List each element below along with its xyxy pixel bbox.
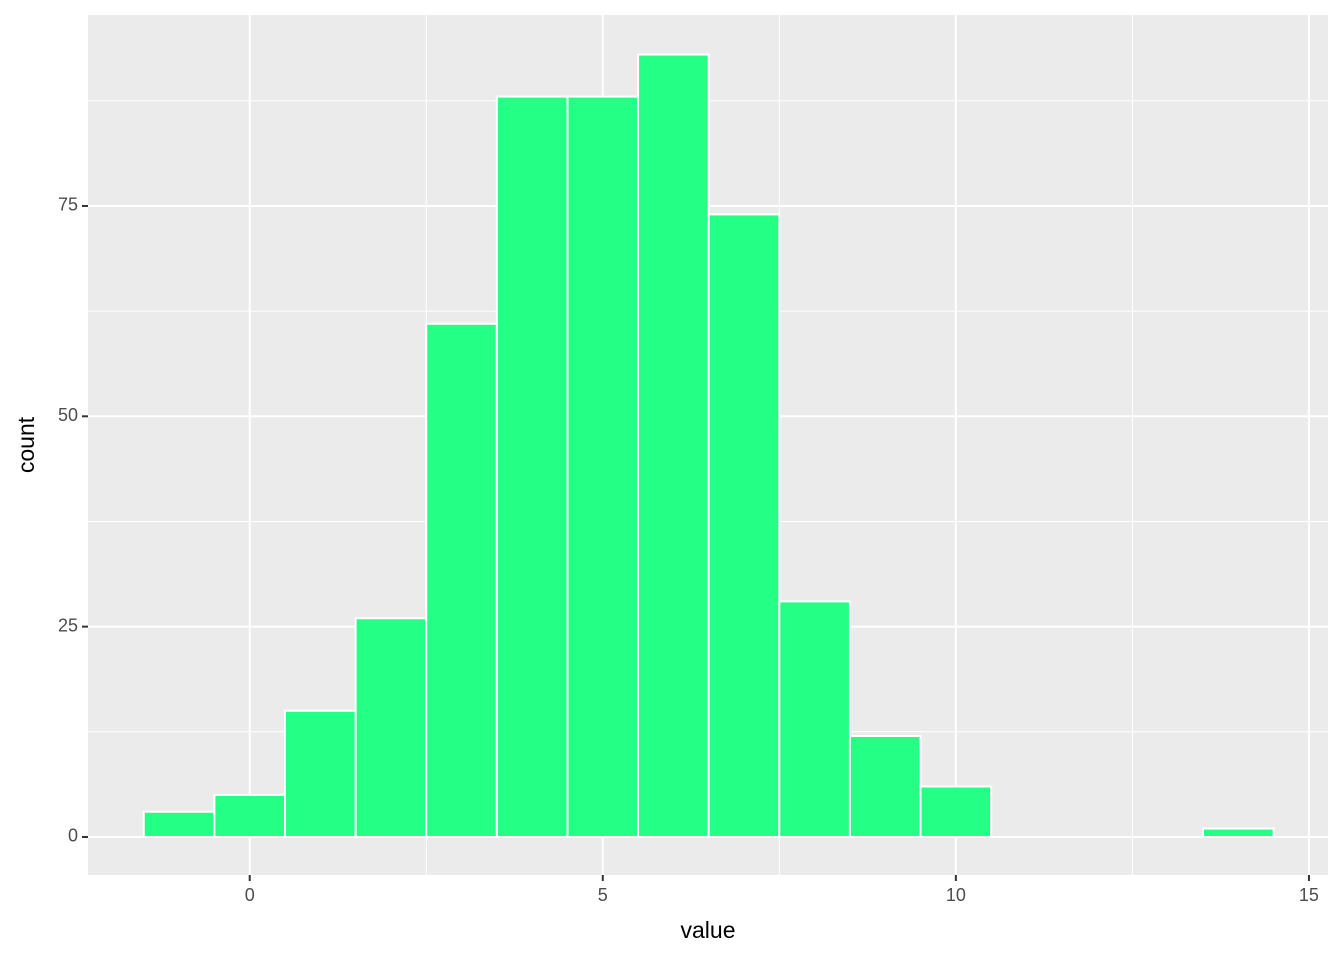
bar xyxy=(566,95,640,838)
y-tick-label: 25 xyxy=(58,615,78,635)
bar xyxy=(707,213,781,838)
x-axis-title: value xyxy=(681,917,736,943)
bar xyxy=(1202,827,1275,838)
bar xyxy=(284,709,357,838)
bar xyxy=(354,617,428,838)
bar xyxy=(919,785,993,838)
bar xyxy=(778,600,851,838)
y-axis-title: count xyxy=(13,416,39,473)
bar xyxy=(495,95,569,838)
bar xyxy=(142,810,216,838)
x-tick-label: 0 xyxy=(245,885,255,905)
y-tick-label: 0 xyxy=(68,826,78,846)
x-tick-label: 15 xyxy=(1299,885,1319,905)
x-tick-label: 10 xyxy=(946,885,966,905)
bar xyxy=(425,322,498,838)
x-tick-label: 5 xyxy=(598,885,608,905)
bar xyxy=(848,735,922,838)
bar xyxy=(213,793,287,838)
y-tick-label: 50 xyxy=(58,405,78,425)
y-tick-label: 75 xyxy=(58,195,78,215)
bar xyxy=(637,53,710,838)
